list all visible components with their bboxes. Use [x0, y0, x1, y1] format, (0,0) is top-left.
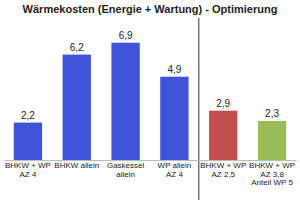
x-tick: Gaskesselallein [107, 160, 145, 179]
bar [258, 121, 286, 160]
plot: BHKW + WPAZ 4BHKW allein Gaskesselallein W… [5, 18, 297, 200]
data-label: 2,2 [21, 110, 35, 121]
bar [160, 77, 188, 160]
x-tick-label: WP alleinAZ 4 [158, 161, 192, 179]
bars [14, 43, 286, 160]
x-tick-label: Gaskesselallein [107, 161, 145, 179]
bar [209, 111, 237, 160]
x-tick-label: BHKW + WPAZ 4 [5, 161, 51, 179]
bar [63, 55, 91, 160]
chart: Wärmekosten (Energie + Wartung) - Optimi… [0, 0, 300, 200]
bar [14, 123, 42, 160]
x-tick: BHKW + WPAZ 4 [5, 160, 51, 179]
title: Wärmekosten (Energie + Wartung) - Optimi… [23, 3, 278, 15]
data-label: 2,9 [216, 98, 230, 109]
x-axis: BHKW + WPAZ 4BHKW allein Gaskesselallein W… [5, 160, 297, 187]
data-label: 6,9 [119, 30, 133, 41]
x-tick-label: BHKW + WPAZ 3,8Anteil WP 5 [249, 161, 295, 188]
x-tick: BHKW + WPAZ 3,8Anteil WP 5 [249, 160, 295, 187]
bar [111, 43, 139, 160]
x-tick: BHKW allein [54, 160, 99, 170]
data-label: 2,3 [265, 108, 279, 119]
x-tick-label: BHKW + WPAZ 2,5 [200, 161, 246, 179]
x-tick-label: BHKW allein [54, 161, 99, 170]
separator [198, 18, 199, 200]
data-labels: 2,2 6,2 6,9 4,9 2,9 2,3 [21, 30, 279, 121]
x-tick: BHKW + WPAZ 2,5 [200, 160, 246, 179]
x-tick: WP alleinAZ 4 [158, 160, 192, 179]
data-label: 4,9 [167, 64, 181, 75]
data-label: 6,2 [70, 42, 84, 53]
